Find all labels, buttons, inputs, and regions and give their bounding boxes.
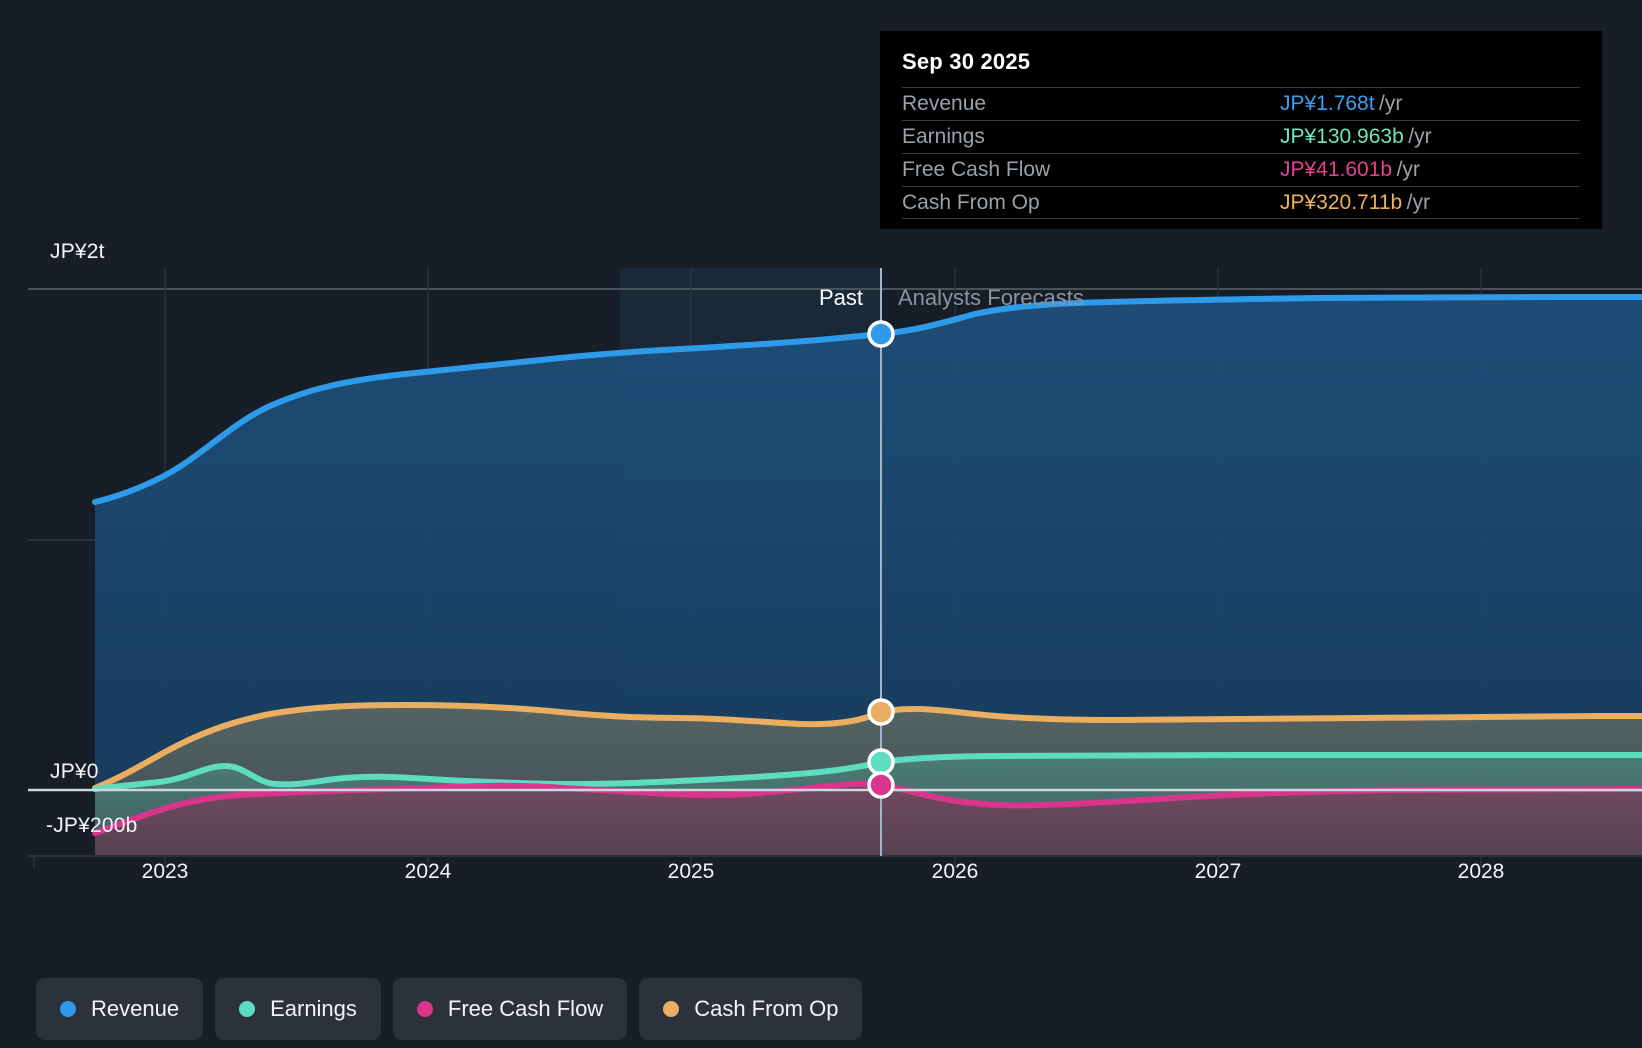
legend-label-earnings: Earnings (270, 996, 357, 1021)
x-axis-tick-2027: 2027 (1194, 860, 1242, 883)
tooltip-value-cash-from-op: JP¥320.711b (1280, 190, 1403, 214)
tooltip-value-wrap-earnings: JP¥130.963b /yr (1280, 125, 1580, 149)
legend-item-earnings[interactable]: Earnings (215, 978, 381, 1040)
legend-label-cash-from-op: Cash From Op (694, 996, 839, 1021)
tooltip-suffix-earnings: /yr (1408, 125, 1432, 148)
tooltip-label-earnings: Earnings (902, 125, 985, 148)
tooltip-label-revenue: Revenue (902, 92, 987, 115)
tooltip-label-free-cash-flow: Free Cash Flow (902, 158, 1051, 181)
tooltip-suffix-free-cash-flow: /yr (1396, 158, 1420, 181)
tooltip-value-revenue: JP¥1.768t (1280, 92, 1375, 115)
x-axis-tick-2028: 2028 (1457, 860, 1505, 883)
legend-label-revenue: Revenue (91, 996, 180, 1021)
tooltip-row-free-cash-flow: Free Cash Flow JP¥41.601b /yr (902, 153, 1580, 186)
tooltip-label-cash-from-op: Cash From Op (902, 190, 1040, 214)
forecast-region-label: Analysts Forecasts (898, 285, 1084, 310)
free-cash-flow-area (95, 783, 1642, 855)
earnings-line (92, 751, 1642, 792)
earnings-color-dot-icon (239, 1001, 256, 1017)
x-axis-tick-2023: 2023 (141, 860, 189, 883)
legend-item-free-cash-flow[interactable]: Free Cash Flow (392, 978, 628, 1040)
cash-from-op-color-dot-icon (663, 1001, 680, 1017)
tooltip-row-earnings: Earnings JP¥130.963b /yr (902, 120, 1580, 153)
tooltip-value-wrap-cash-from-op: JP¥320.711b /yr (1280, 191, 1580, 215)
revenue-line (92, 293, 1642, 505)
legend-item-revenue[interactable]: Revenue (36, 978, 204, 1040)
revenue-color-dot-icon (60, 1001, 76, 1017)
tooltip-row-cash-from-op: Cash From Op JP¥320.711b /yr (902, 186, 1580, 219)
tooltip-value-earnings: JP¥130.963b (1280, 125, 1404, 148)
x-axis-tick-2024: 2024 (404, 860, 452, 883)
marker-earnings (867, 748, 895, 776)
marker-free-cash-flow (867, 771, 895, 799)
free-cash-flow-color-dot-icon (416, 1001, 433, 1017)
legend-item-cash-from-op[interactable]: Cash From Op (639, 978, 863, 1040)
tooltip-value-free-cash-flow: JP¥41.601b (1280, 158, 1393, 181)
cash-from-op-line (92, 702, 1642, 791)
tooltip-row-revenue: Revenue JP¥1.768t /yr (902, 87, 1580, 120)
marker-cash-from-op (867, 698, 895, 726)
x-axis-tick-2026: 2026 (931, 860, 979, 883)
tooltip-suffix-revenue: /yr (1379, 92, 1403, 115)
tooltip-value-wrap-revenue: JP¥1.768t /yr (1280, 92, 1580, 116)
tooltip-suffix-cash-from-op: /yr (1406, 190, 1430, 214)
tooltip-date: Sep 30 2025 (902, 49, 1031, 74)
legend-label-free-cash-flow: Free Cash Flow (447, 996, 604, 1021)
marker-revenue (867, 320, 895, 348)
chart-tooltip: Sep 30 2025 Revenue JP¥1.768t /yr Earnin… (880, 31, 1602, 229)
chart-legend: Revenue Earnings Free Cash Flow Cash Fro… (36, 978, 863, 1040)
x-axis-tick-2025: 2025 (667, 860, 715, 883)
tooltip-value-wrap-free-cash-flow: JP¥41.601b /yr (1280, 158, 1580, 182)
past-region-label: Past (818, 285, 863, 310)
